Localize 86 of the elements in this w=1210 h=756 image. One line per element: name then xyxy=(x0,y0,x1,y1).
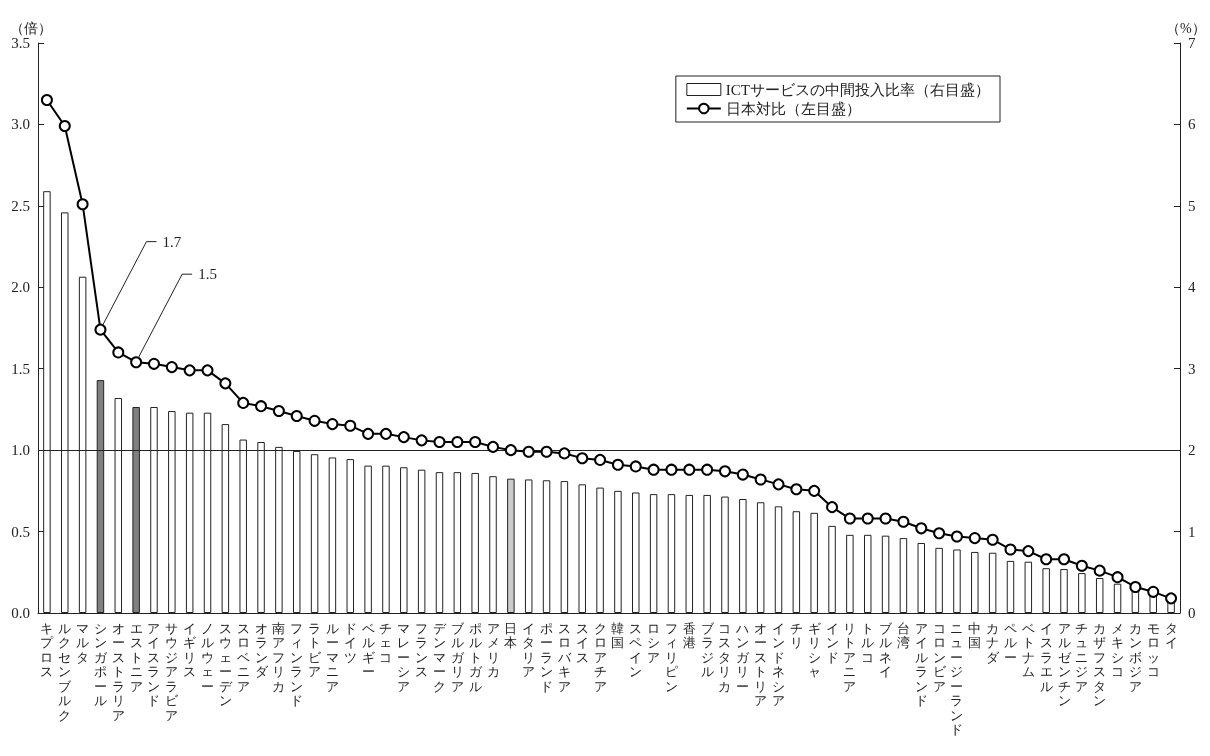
y-tick-label: 3.5 xyxy=(11,35,30,51)
y-tick-label: 3.0 xyxy=(11,116,30,133)
x-tick-label: ベルギー xyxy=(361,620,375,680)
x-tick-label: スペイン xyxy=(629,620,643,680)
x-tick-label: イスラエル xyxy=(1039,620,1053,694)
y2-axis-title: （%） xyxy=(1166,20,1206,36)
x-tick-label: インド xyxy=(825,620,839,665)
x-tick-label: コスタリカ xyxy=(718,620,732,694)
x-tick-label: 南アフリカ xyxy=(272,620,286,694)
x-tick-label: チェコ xyxy=(379,620,393,665)
y2-tick-label: 2 xyxy=(1188,442,1196,459)
annotation: 1.7 xyxy=(162,233,182,250)
x-tick-label: マレーシア xyxy=(397,620,411,694)
x-tick-label: アルゼンチン xyxy=(1057,620,1072,709)
x-tick-label: アメリカ xyxy=(486,620,500,680)
x-tick-label: アイルランド xyxy=(914,620,928,709)
x-tick-label: インドネシア xyxy=(772,620,786,709)
x-tick-label: ルーマニア xyxy=(325,620,339,694)
x-tick-label: ブラジル xyxy=(700,620,715,680)
y2-tick-label: 3 xyxy=(1188,360,1196,377)
x-tick-label: タイ xyxy=(1164,620,1178,651)
x-tick-label: ハンガリー xyxy=(735,620,751,694)
y-tick-label: 1.0 xyxy=(11,442,30,459)
y-tick-label: 0.0 xyxy=(11,605,30,621)
x-tick-label: サウジアラビア xyxy=(165,620,180,723)
y-tick-label: 0.5 xyxy=(11,523,30,540)
x-tick-label: チュニジア xyxy=(1075,620,1089,694)
x-tick-label: トルコ xyxy=(861,620,875,665)
x-tick-label: ルクセンブルク xyxy=(58,620,73,723)
x-tick-label: チリ xyxy=(789,620,803,651)
x-tick-label: メキシコ xyxy=(1111,620,1125,680)
x-tick-label: ブルガリア xyxy=(450,620,465,694)
x-tick-label: スイス xyxy=(575,620,589,665)
x-tick-label: ポーランド xyxy=(540,620,554,694)
x-tick-label: コロンビア xyxy=(932,620,947,694)
x-tick-label: オランダ xyxy=(254,620,269,680)
y-tick-label: 1.5 xyxy=(11,360,30,377)
x-tick-label: オーストリア xyxy=(754,620,768,709)
x-tick-label: ノルウェー xyxy=(201,620,215,694)
y2-tick-label: 5 xyxy=(1188,197,1196,214)
y2-tick-label: 1 xyxy=(1188,523,1196,540)
x-tick-label: デンマーク xyxy=(432,620,447,694)
x-tick-label: クロアチア xyxy=(593,620,607,694)
x-tick-label: エストニア xyxy=(129,620,143,694)
y-tick-label: 2.0 xyxy=(11,279,30,296)
x-tick-label: 韓国 xyxy=(611,620,625,651)
x-tick-label: カンボジア xyxy=(1128,620,1142,694)
x-tick-label: キプロス xyxy=(40,620,55,680)
x-tick-label: モロッコ xyxy=(1146,620,1160,680)
y2-tick-label: 6 xyxy=(1188,116,1196,133)
x-tick-label: アイスランド xyxy=(147,620,161,709)
x-tick-label: シンガポール xyxy=(93,620,108,709)
x-tick-label: 中国 xyxy=(968,620,982,651)
legend-label: 日本対比（左目盛） xyxy=(725,100,861,117)
x-tick-label: ブルネイ xyxy=(879,620,894,680)
x-tick-label: ラトビア xyxy=(308,620,323,680)
x-tick-label: イタリア xyxy=(522,620,536,680)
annotation: 1.5 xyxy=(198,266,217,283)
x-tick-label: ギリシャ xyxy=(807,620,821,680)
x-tick-label: オーストラリア xyxy=(111,620,125,723)
x-tick-label: ポルトガル xyxy=(468,620,483,694)
x-tick-label: ベトナム xyxy=(1021,620,1035,680)
y2-tick-label: 0 xyxy=(1188,605,1196,621)
x-tick-label: マルタ xyxy=(76,620,90,665)
x-tick-label: フランス xyxy=(415,620,429,680)
x-tick-label: 香港 xyxy=(682,620,696,651)
y2-tick-label: 7 xyxy=(1188,35,1196,51)
x-tick-label: カザフスタン xyxy=(1093,620,1107,709)
y-tick-label: 2.5 xyxy=(11,197,30,214)
x-tick-label: リトアニア xyxy=(843,620,857,694)
x-tick-label: スロベニア xyxy=(236,620,250,694)
x-tick-label: スウェーデン xyxy=(218,620,233,709)
x-tick-label: フィリピン xyxy=(664,620,678,694)
x-tick-label: ドイツ xyxy=(343,620,357,665)
x-tick-label: ロシア xyxy=(647,620,661,665)
y2-tick-label: 4 xyxy=(1188,279,1196,296)
x-tick-label: カナダ xyxy=(986,620,1001,665)
x-tick-label: フィンランド xyxy=(290,620,304,709)
legend-label: ICTサービスの中間投入比率（右目盛） xyxy=(725,81,991,98)
x-tick-label: ニュージーランド xyxy=(950,620,964,738)
x-tick-label: スロバキア xyxy=(556,620,572,694)
x-tick-label: 台湾 xyxy=(896,620,910,651)
x-tick-label: 日本 xyxy=(504,620,518,651)
x-tick-label: ペルー xyxy=(1003,620,1017,665)
y-axis-title: （倍） xyxy=(10,20,52,36)
x-tick-label: イギリス xyxy=(183,620,197,680)
